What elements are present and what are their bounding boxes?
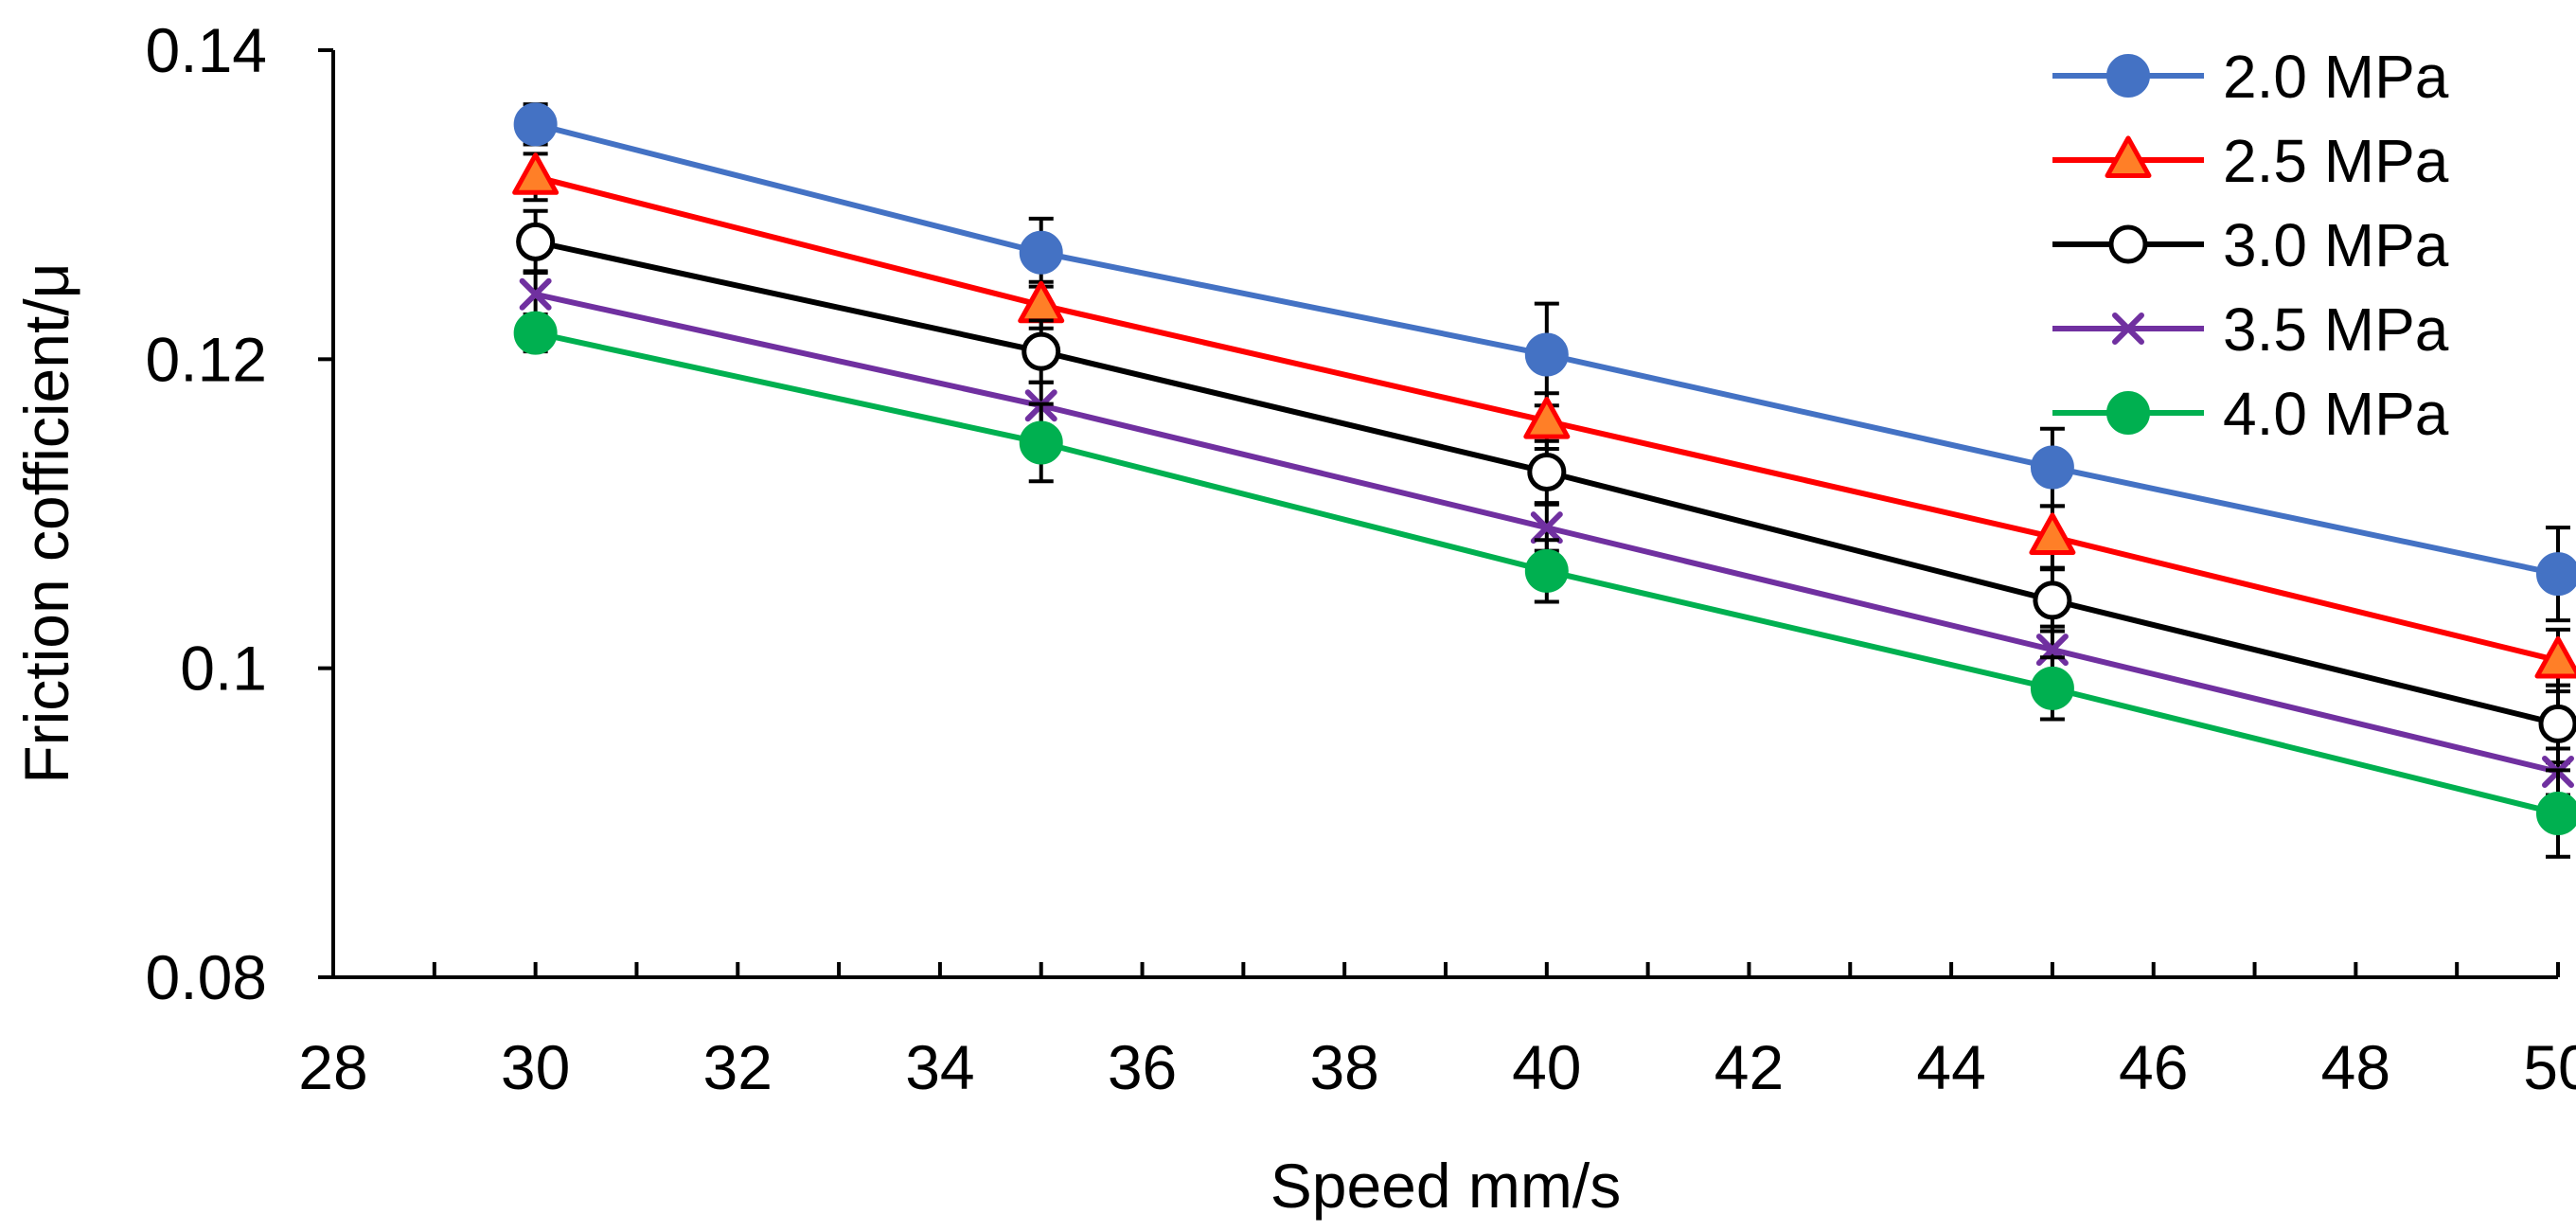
x-tick-label: 44 [1916, 1032, 1985, 1102]
data-point [2033, 580, 2072, 620]
data-point [513, 102, 558, 147]
legend-item: 3.0 MPa [2052, 211, 2449, 279]
data-point [2538, 704, 2576, 743]
y-tick-label: 0.1 [180, 634, 267, 704]
x-tick-label: 34 [905, 1032, 974, 1102]
x-tick-label: 36 [1108, 1032, 1177, 1102]
x-tick-label: 38 [1309, 1032, 1378, 1102]
x-tick-label: 40 [1512, 1032, 1581, 1102]
data-point [1022, 331, 1061, 371]
data-point [512, 152, 560, 195]
legend-label: 2.0 MPa [2223, 43, 2449, 111]
series-3-0-mpa [516, 208, 2576, 765]
y-tick-label: 0.14 [146, 15, 267, 85]
data-point [2030, 445, 2074, 490]
legend-item: 4.0 MPa [2052, 380, 2449, 448]
data-point [1524, 548, 1569, 593]
x-tick-label: 50 [2523, 1032, 2576, 1102]
data-point [1524, 332, 1569, 377]
y-tick-label: 0.12 [146, 324, 267, 394]
data-point [1523, 397, 1571, 439]
data-point [2536, 552, 2576, 597]
series-2-0-mpa [513, 102, 2576, 623]
legend-label: 2.5 MPa [2223, 127, 2449, 195]
data-point [1530, 511, 1563, 545]
data-point [1019, 420, 1063, 465]
data-point [1019, 230, 1063, 275]
x-tick-label: 32 [703, 1032, 773, 1102]
x-tick-label: 28 [298, 1032, 367, 1102]
legend-marker [2108, 224, 2148, 264]
data-point [516, 222, 556, 261]
legend-marker [2106, 54, 2150, 98]
legend-label: 3.0 MPa [2223, 211, 2449, 279]
y-axis-title: Friction cofficient/μ [11, 262, 81, 783]
series-4-0-mpa [513, 311, 2576, 859]
x-tick-label: 30 [501, 1032, 570, 1102]
data-point [2029, 512, 2076, 555]
data-point [2534, 635, 2576, 679]
series-2-5-mpa [512, 152, 2576, 694]
legend-item: 2.5 MPa [2052, 127, 2449, 195]
legend: 2.0 MPa 2.5 MPa 3.0 MPa 3.5 MPa 4.0 MPa [2052, 43, 2449, 448]
data-point [2030, 666, 2074, 710]
x-tick-label: 42 [1714, 1032, 1784, 1102]
legend-label: 4.0 MPa [2223, 380, 2449, 448]
data-point [1527, 452, 1567, 491]
legend-marker [2106, 391, 2150, 435]
legend-item: 2.0 MPa [2052, 43, 2449, 111]
x-axis-title: Speed mm/s [1270, 1151, 1621, 1221]
y-ticks: 0.08 0.1 0.12 0.14 [146, 15, 333, 1012]
series-layer [512, 102, 2576, 859]
x-tick-label: 46 [2119, 1032, 2188, 1102]
legend-item: 3.5 MPa [2052, 295, 2449, 364]
data-point [2536, 792, 2576, 836]
x-tick-label: 48 [2321, 1032, 2390, 1102]
data-point [513, 311, 558, 355]
data-point [519, 277, 552, 311]
legend-marker [2105, 135, 2152, 178]
y-tick-label: 0.08 [146, 942, 267, 1012]
x-ticks: 28 30 32 34 36 38 40 42 44 46 48 50 [298, 962, 2576, 1102]
legend-label: 3.5 MPa [2223, 295, 2449, 364]
legend-marker [2112, 312, 2144, 345]
